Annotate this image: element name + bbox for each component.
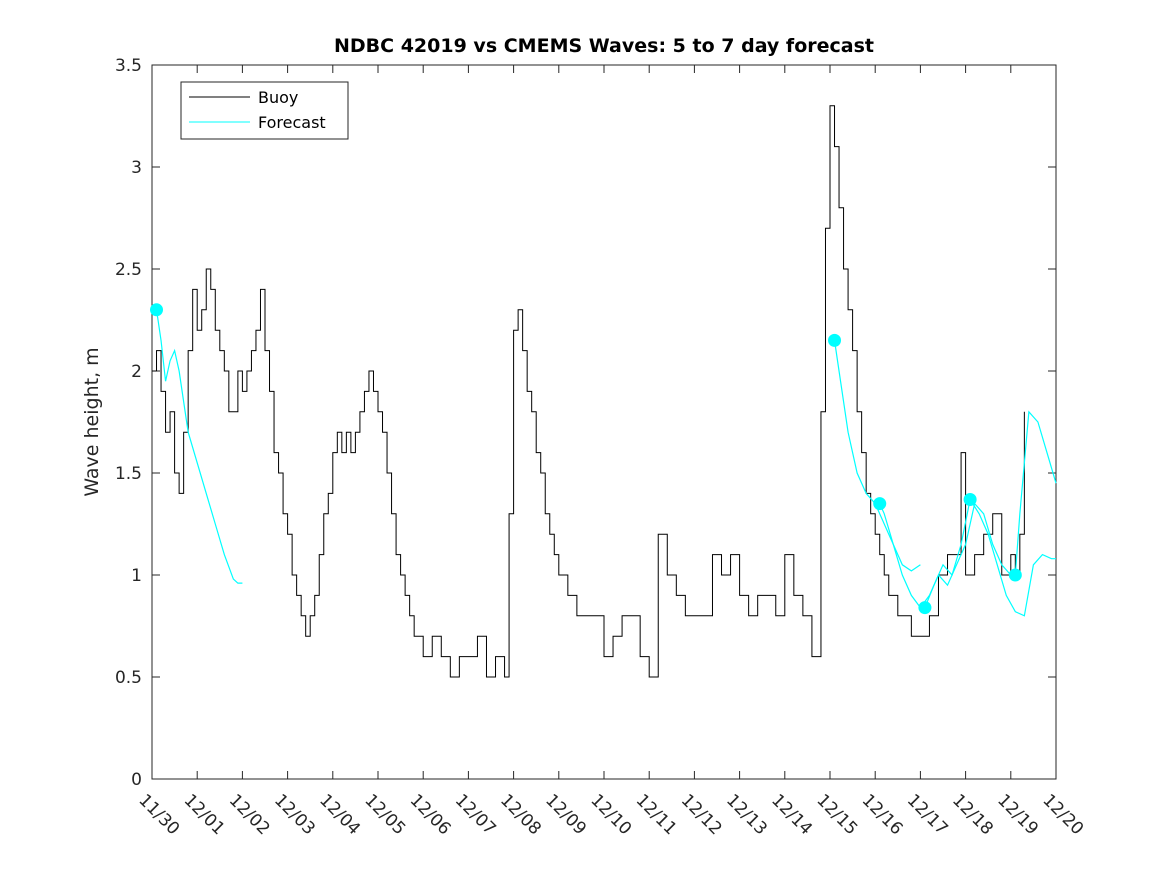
forecast-line-3 [924,497,1056,617]
chart-title: NDBC 42019 vs CMEMS Waves: 5 to 7 day fo… [334,35,874,57]
y-tick-label: 2 [131,362,142,382]
forecast-marker [963,493,977,507]
legend: Buoy Forecast [180,81,349,140]
buoy-line [152,105,1025,678]
legend-buoy-label: Buoy [258,88,298,107]
x-tick-label: 12/15 [812,790,861,839]
forecast-marker [918,601,932,615]
x-tick-label: 12/09 [541,790,590,839]
x-tick-label: 12/19 [993,790,1042,839]
x-tick-label: 12/06 [406,790,455,839]
series-layer [150,105,1057,678]
x-tick-label: 12/16 [858,790,907,839]
x-tick-label: 12/02 [225,790,274,839]
x-tick-label: 12/10 [586,790,635,839]
x-tick-label: 12/12 [677,790,726,839]
y-tick-label: 0 [131,770,142,790]
y-axis-ticks: 0 0.5 1 1.5 2 2.5 3 3.5 [115,56,1056,790]
y-tick-label: 2.5 [115,260,142,280]
legend-box [180,81,349,140]
y-tick-label: 0.5 [115,668,142,688]
forecast-marker [873,497,887,511]
x-tick-label: 12/13 [722,790,771,839]
y-tick-label: 3.5 [115,56,142,76]
forecast-line-0 [155,309,243,584]
forecast-marker [1008,568,1022,582]
x-tick-label: 12/03 [270,790,319,839]
x-tick-label: 12/11 [632,790,681,839]
forecast-line-2 [879,410,1057,609]
legend-forecast-label: Forecast [258,113,326,132]
x-tick-label: 11/30 [134,790,183,839]
x-tick-label: 12/18 [948,790,997,839]
x-tick-label: 12/05 [360,790,409,839]
x-tick-label: 12/14 [767,790,816,839]
forecast-marker [150,303,164,317]
x-tick-label: 12/01 [180,790,229,839]
y-tick-label: 1 [131,566,142,586]
y-tick-label: 1.5 [115,464,142,484]
y-axis-label: Wave height, m [81,347,103,496]
x-tick-label: 12/20 [1038,790,1087,839]
x-tick-label: 12/07 [451,790,500,839]
x-tick-label: 12/17 [903,790,952,839]
forecast-marker [828,333,842,347]
plot-area [151,64,1057,780]
x-tick-label: 12/08 [496,790,545,839]
x-tick-label: 12/04 [315,790,364,839]
y-tick-label: 3 [131,158,142,178]
